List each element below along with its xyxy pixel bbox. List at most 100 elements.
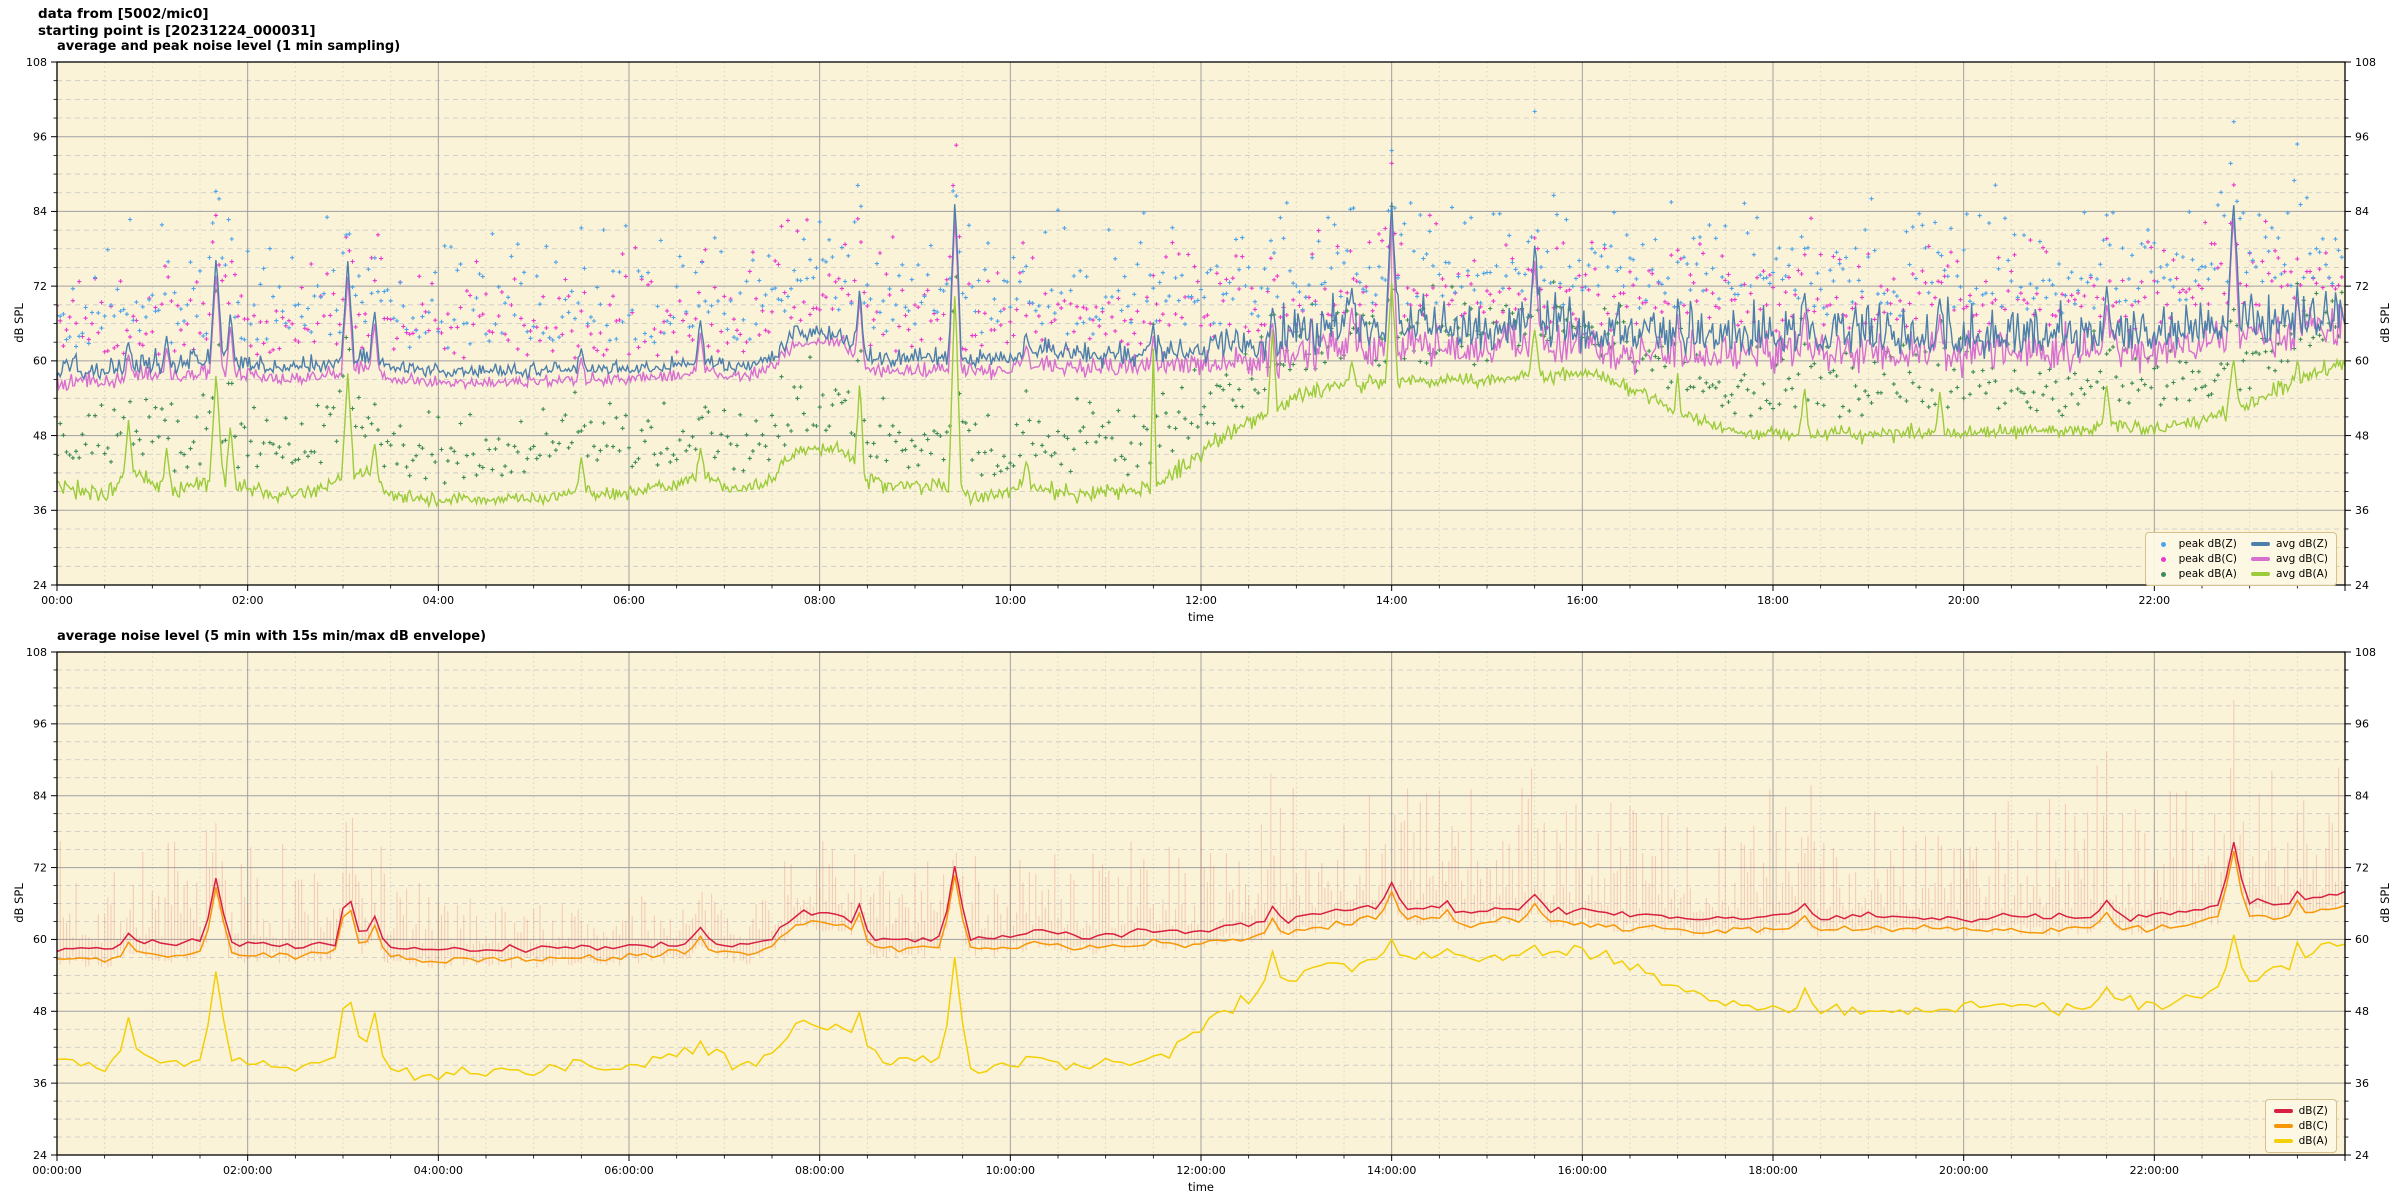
bottom-chart-yaxis-label-right: dB SPL <box>2378 883 2392 923</box>
xtick-label: 12:00:00 <box>1176 1164 1225 1177</box>
ytick-label-right: 84 <box>2355 205 2369 218</box>
xtick-label: 16:00 <box>1566 594 1598 607</box>
legend-dot-marker <box>2160 541 2166 547</box>
minmax-envelope <box>57 700 2343 969</box>
xtick-label: 04:00:00 <box>414 1164 463 1177</box>
ytick-label-right: 96 <box>2355 131 2369 144</box>
header-line-1: data from [5002/mic0] <box>38 6 209 22</box>
xtick-label: 18:00 <box>1757 594 1789 607</box>
legend-line-marker <box>2250 572 2270 576</box>
ytick-label-right: 72 <box>2355 280 2369 293</box>
legend-label: dB(C) <box>2298 1120 2328 1132</box>
bottom-chart-yaxis-label-left: dB SPL <box>12 883 26 923</box>
ytick-label-left: 96 <box>33 131 47 144</box>
ytick-label-right: 60 <box>2355 933 2369 946</box>
legend-item: peak dB(Z) <box>2154 537 2237 551</box>
dba-line <box>57 934 2345 1082</box>
ytick-label-right: 48 <box>2355 1005 2369 1018</box>
ytick-label-left: 72 <box>33 861 47 874</box>
ytick-label-left: 60 <box>33 355 47 368</box>
legend-line-marker <box>2273 1139 2293 1143</box>
legend-column: peak dB(Z) peak dB(C) peak dB(A) <box>2154 537 2237 581</box>
xtick-label: 10:00 <box>994 594 1026 607</box>
ytick-label-right: 84 <box>2355 790 2369 803</box>
legend-item: peak dB(A) <box>2154 567 2237 581</box>
bottom-chart-title: average noise level (5 min with 15s min/… <box>57 629 487 644</box>
ytick-label-left: 24 <box>33 579 47 592</box>
peak-dbz-scatter <box>57 109 2344 350</box>
top-chart-title: average and peak noise level (1 min samp… <box>57 39 401 54</box>
legend-label: peak dB(C) <box>2178 553 2237 565</box>
ytick-label-left: 36 <box>33 1077 47 1090</box>
xtick-label: 06:00:00 <box>604 1164 653 1177</box>
ytick-label-right: 48 <box>2355 429 2369 442</box>
legend-dot-marker <box>2160 571 2166 577</box>
legend-item: dB(A) <box>2273 1134 2328 1148</box>
legend-label: dB(A) <box>2298 1135 2328 1147</box>
ytick-label-left: 108 <box>26 646 47 659</box>
xtick-label: 14:00:00 <box>1367 1164 1416 1177</box>
bottom-chart-legend: dB(Z) dB(C) dB(A) <box>2264 1099 2337 1153</box>
xtick-label: 00:00:00 <box>32 1164 81 1177</box>
ytick-label-left: 60 <box>33 933 47 946</box>
legend-dot-marker <box>2160 556 2166 562</box>
top-chart-xaxis-label: time <box>1188 610 1214 624</box>
top-chart-yaxis-label-left: dB SPL <box>12 303 26 343</box>
xtick-label: 22:00 <box>2138 594 2170 607</box>
ytick-label-left: 84 <box>33 205 47 218</box>
xtick-label: 18:00:00 <box>1748 1164 1797 1177</box>
xtick-label: 00:00 <box>41 594 73 607</box>
xtick-label: 02:00:00 <box>223 1164 272 1177</box>
ytick-label-right: 108 <box>2355 56 2376 69</box>
legend-item: avg dB(C) <box>2250 552 2328 566</box>
ytick-label-right: 36 <box>2355 1077 2369 1090</box>
legend-line-marker <box>2273 1109 2293 1113</box>
avg-dbc-line <box>57 217 2345 392</box>
xtick-label: 12:00 <box>1185 594 1217 607</box>
top-chart-yaxis-label-right: dB SPL <box>2378 303 2392 343</box>
avg-dba-line <box>57 282 2345 509</box>
series-layer <box>57 700 2345 1082</box>
ytick-label-right: 24 <box>2355 579 2369 592</box>
xtick-label: 10:00:00 <box>986 1164 1035 1177</box>
xtick-label: 20:00 <box>1948 594 1980 607</box>
bottom-chart-xaxis-label: time <box>1188 1180 1214 1194</box>
top-chart-legend: peak dB(Z) peak dB(C) peak dB(A) avg dB(Z) a… <box>2144 532 2337 586</box>
ytick-label-right: 36 <box>2355 504 2369 517</box>
ytick-label-right: 72 <box>2355 861 2369 874</box>
dbz-line <box>57 841 2345 954</box>
avg-dbz-line <box>57 202 2345 381</box>
legend-line-marker <box>2250 542 2270 546</box>
legend-item: avg dB(Z) <box>2250 537 2328 551</box>
xtick-label: 04:00 <box>422 594 454 607</box>
legend-label: avg dB(A) <box>2275 568 2328 580</box>
axis-ticks-and-labels: 24 24 36 36 48 48 60 60 72 72 84 84 96 96 108 108 00:00:… <box>26 646 2376 1177</box>
legend-column: dB(Z) dB(C) dB(A) <box>2273 1104 2328 1148</box>
ytick-label-right: 108 <box>2355 646 2376 659</box>
xtick-label: 16:00:00 <box>1558 1164 1607 1177</box>
gridlines <box>57 652 2345 1155</box>
dbc-line <box>57 851 2345 964</box>
axis-ticks-and-labels: 24 24 36 36 48 48 60 60 72 72 84 84 96 96 108 108 00:00 0… <box>26 56 2376 607</box>
xtick-label: 06:00 <box>613 594 645 607</box>
ytick-label-left: 48 <box>33 429 47 442</box>
ytick-label-left: 72 <box>33 280 47 293</box>
ytick-label-right: 96 <box>2355 718 2369 731</box>
legend-label: dB(Z) <box>2298 1105 2328 1117</box>
xtick-label: 08:00 <box>804 594 836 607</box>
legend-label: avg dB(Z) <box>2275 538 2328 550</box>
legend-column: avg dB(Z) avg dB(C) avg dB(A) <box>2250 537 2328 581</box>
xtick-label: 02:00 <box>232 594 264 607</box>
legend-item: avg dB(A) <box>2250 567 2328 581</box>
series-layer <box>57 109 2345 509</box>
legend-line-marker <box>2250 557 2270 561</box>
ytick-label-left: 108 <box>26 56 47 69</box>
header-line-2: starting point is [20231224_000031] <box>38 23 316 39</box>
ytick-label-left: 48 <box>33 1005 47 1018</box>
ytick-label-left: 36 <box>33 504 47 517</box>
peak-dbc-scatter <box>57 143 2344 360</box>
legend-line-marker <box>2273 1124 2293 1128</box>
xtick-label: 08:00:00 <box>795 1164 844 1177</box>
top-chart: 24 24 36 36 48 48 60 60 72 72 84 84 96 96 108 108 00:00 0… <box>26 56 2376 607</box>
